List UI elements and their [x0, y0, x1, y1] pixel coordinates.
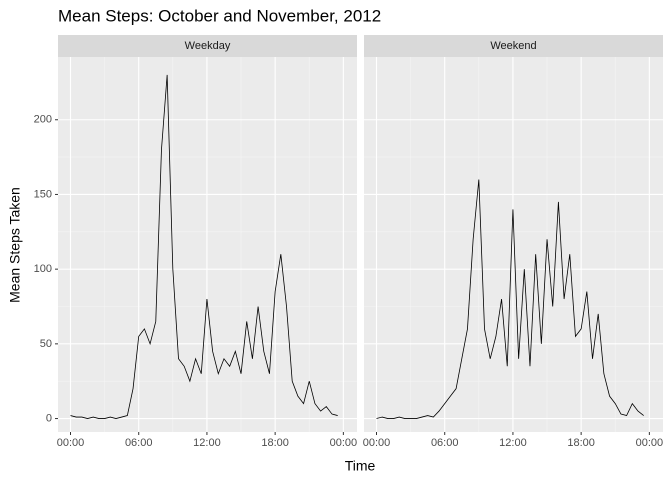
x-tick-label: 00:00	[363, 437, 391, 449]
panel-background	[58, 57, 357, 432]
x-tick-label: 12:00	[193, 437, 221, 449]
y-tick-label: 100	[34, 263, 52, 275]
x-tick-label: 18:00	[567, 437, 595, 449]
y-tick-label: 150	[34, 188, 52, 200]
line	[70, 74, 338, 419]
x-tick-label: 06:00	[431, 437, 459, 449]
strip-label: Weekend	[490, 40, 536, 52]
chart-title: Mean Steps: October and November, 2012	[58, 6, 381, 25]
x-tick-label: 00:00	[636, 437, 664, 449]
strip-label: Weekday	[185, 40, 231, 52]
strip-background	[58, 35, 357, 57]
strip-background	[364, 35, 663, 57]
panel-background	[364, 57, 663, 432]
y-tick-label: 200	[34, 114, 52, 126]
x-tick-label: 18:00	[261, 437, 289, 449]
x-tick-label: 00:00	[57, 437, 85, 449]
x-tick-label: 06:00	[125, 437, 153, 449]
x-tick-label: 12:00	[499, 437, 527, 449]
y-tick-label: 50	[40, 338, 52, 350]
y-tick-label: 0	[46, 412, 52, 424]
x-tick-label: 00:00	[330, 437, 358, 449]
y-axis-title: Mean Steps Taken	[7, 187, 23, 303]
x-axis-title: Time	[345, 458, 376, 474]
line	[376, 179, 644, 419]
